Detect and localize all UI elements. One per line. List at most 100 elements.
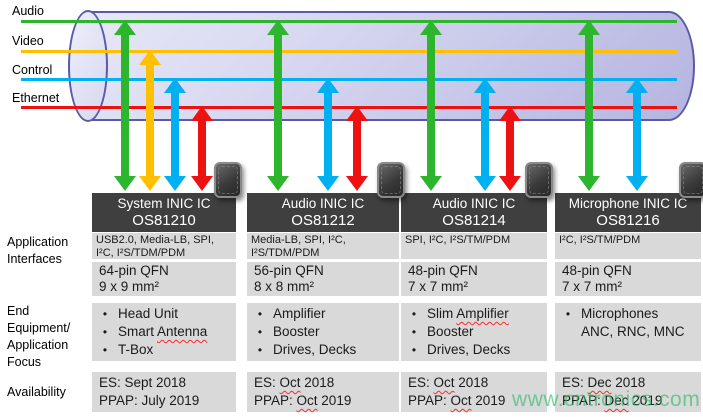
focus-bullet-item: • Head Unit [92, 305, 236, 323]
list-item-text: Slim Amplifier [427, 306, 509, 321]
list-item-text: Drives, Decks [273, 342, 357, 357]
network-pipe-end-cap [68, 10, 108, 122]
part-number: OS81212 [291, 212, 355, 229]
misspelled-word: Amplifier [456, 306, 509, 321]
arrow-part [499, 176, 521, 191]
arrow-part [121, 31, 129, 180]
focus-bullet-item: • Drives, Decks [247, 341, 399, 359]
lane-label-control: Control [12, 63, 53, 77]
application-interfaces-cell: Media-LB, SPI, I²C, I²S/TDM/PDM [247, 233, 399, 259]
arrow-part [474, 78, 496, 93]
qfn-chip-icon [679, 162, 703, 198]
lane-line-audio [21, 20, 677, 23]
column-title: Audio INIC IC [432, 196, 516, 211]
arrow-part [481, 89, 489, 180]
part-number: OS81216 [596, 212, 660, 229]
column-header: System INIC IC OS81210 [92, 193, 236, 232]
arrow-part [578, 176, 600, 191]
arrow-part [274, 31, 282, 180]
row-label-end-equipment: End Equipment/ Application Focus [7, 304, 71, 369]
list-item-text: ES: Oct 2018 [408, 375, 489, 390]
column-os81210: System INIC IC OS81210 USB2.0, Media-LB,… [92, 193, 236, 412]
qfn-chip-icon [214, 162, 242, 198]
column-title: Microphone INIC IC [568, 196, 688, 211]
focus-bullet-item: • Booster [247, 323, 399, 341]
list-item-text: PPAP: July 2019 [99, 393, 200, 408]
arrow-part [324, 89, 332, 180]
package-cell: 56-pin QFN 8 x 8 mm² [247, 262, 399, 296]
watermark: www.cntronics.com [512, 388, 701, 411]
list-item-text: PPAP: Oct 2019 [254, 393, 352, 408]
list-item-text: Head Unit [118, 306, 179, 321]
arrow-part [164, 176, 186, 191]
arrow-part [585, 31, 593, 180]
availability-cell: ES: Oct 2018 PPAP: Oct 2019 [247, 372, 399, 412]
misspelled-word: Oct [433, 375, 455, 390]
availability-cell: ES: Oct 2018 PPAP: Oct 2019 [401, 372, 547, 412]
arrow-part [626, 78, 648, 93]
list-item-text: ES: Sept 2018 [99, 375, 187, 390]
column-header: Audio INIC IC OS81212 [247, 193, 399, 232]
lane-label-audio: Audio [12, 4, 44, 18]
availability-line: PPAP: Dec 2019 [562, 392, 694, 410]
list-item-text: PPAP: Oct 2019 [408, 393, 506, 408]
arrow-part [420, 20, 442, 35]
arrow-part [346, 176, 368, 191]
bullet-icon: • [411, 325, 417, 339]
list-item-text: PPAP: Dec 2019 [562, 393, 663, 408]
arrow-part [191, 176, 213, 191]
bullet-icon: • [565, 307, 571, 321]
arrow-part [420, 176, 442, 191]
arrow-part [267, 176, 289, 191]
list-item-text: Drives, Decks [427, 342, 511, 357]
arrow-video-col1 [139, 50, 161, 191]
arrow-part [633, 89, 641, 180]
arrow-audio-col1 [114, 20, 136, 191]
arrow-ethernet-col1 [191, 106, 213, 191]
column-title: System INIC IC [117, 196, 211, 211]
arrow-part [139, 50, 161, 65]
arrow-part [164, 78, 186, 93]
misspelled-word: Dec [604, 393, 629, 408]
bullet-icon: • [257, 307, 263, 321]
column-os81214: Audio INIC IC OS81214 SPI, I²C, I²S/TM/P… [401, 193, 547, 412]
lane-label-ethernet: Ethernet [12, 91, 60, 105]
qfn-chip-icon [377, 162, 405, 198]
availability-line: ES: Dec 2018 [562, 374, 694, 392]
package-cell: 48-pin QFN 7 x 7 mm² [555, 262, 701, 296]
bullet-icon: • [102, 325, 108, 339]
bullet-icon: • [102, 343, 108, 357]
availability-cell: ES: Sept 2018 PPAP: July 2019 [92, 372, 236, 412]
availability-cell: ES: Dec 2018 PPAP: Dec 2019 [555, 372, 701, 412]
focus-bullet-item: • Amplifier [247, 305, 399, 323]
focus-bullet-item: • Slim Amplifier [401, 305, 547, 323]
column-title: Audio INIC IC [281, 196, 365, 211]
arrow-part [171, 89, 179, 180]
arrow-part [427, 31, 435, 180]
availability-line: PPAP: Oct 2019 [408, 392, 540, 410]
arrow-ethernet-col3 [499, 106, 521, 191]
lane-line-control [21, 78, 677, 81]
list-item-text: Booster [427, 324, 474, 339]
bullet-icon: • [411, 307, 417, 321]
application-interfaces-cell: SPI, I²C, I²S/TM/PDM [401, 233, 547, 259]
application-interfaces-cell: I²C, I²S/TM/PDM [555, 233, 701, 259]
lane-label-video: Video [12, 34, 44, 48]
focus-bullet-item: • T-Box [92, 341, 236, 359]
arrow-part [346, 106, 368, 121]
focus-bullet-item: • Booster [401, 323, 547, 341]
list-item-text: Booster [273, 324, 320, 339]
availability-line: ES: Oct 2018 [408, 374, 540, 392]
arrow-part [198, 117, 206, 180]
arrow-audio-col2 [267, 20, 289, 191]
row-label-application-interfaces: Application Interfaces [7, 235, 69, 266]
availability-line: PPAP: July 2019 [99, 392, 229, 410]
focus-bullet-item: • Drives, Decks [401, 341, 547, 359]
package-cell: 48-pin QFN 7 x 7 mm² [401, 262, 547, 296]
column-os81212: Audio INIC IC OS81212 Media-LB, SPI, I²C… [247, 193, 399, 412]
misspelled-word: Dec [587, 375, 612, 390]
list-item-text: Smart Antenna [118, 324, 208, 339]
arrow-part [191, 106, 213, 121]
misspelled-word: Antenna [157, 324, 208, 339]
